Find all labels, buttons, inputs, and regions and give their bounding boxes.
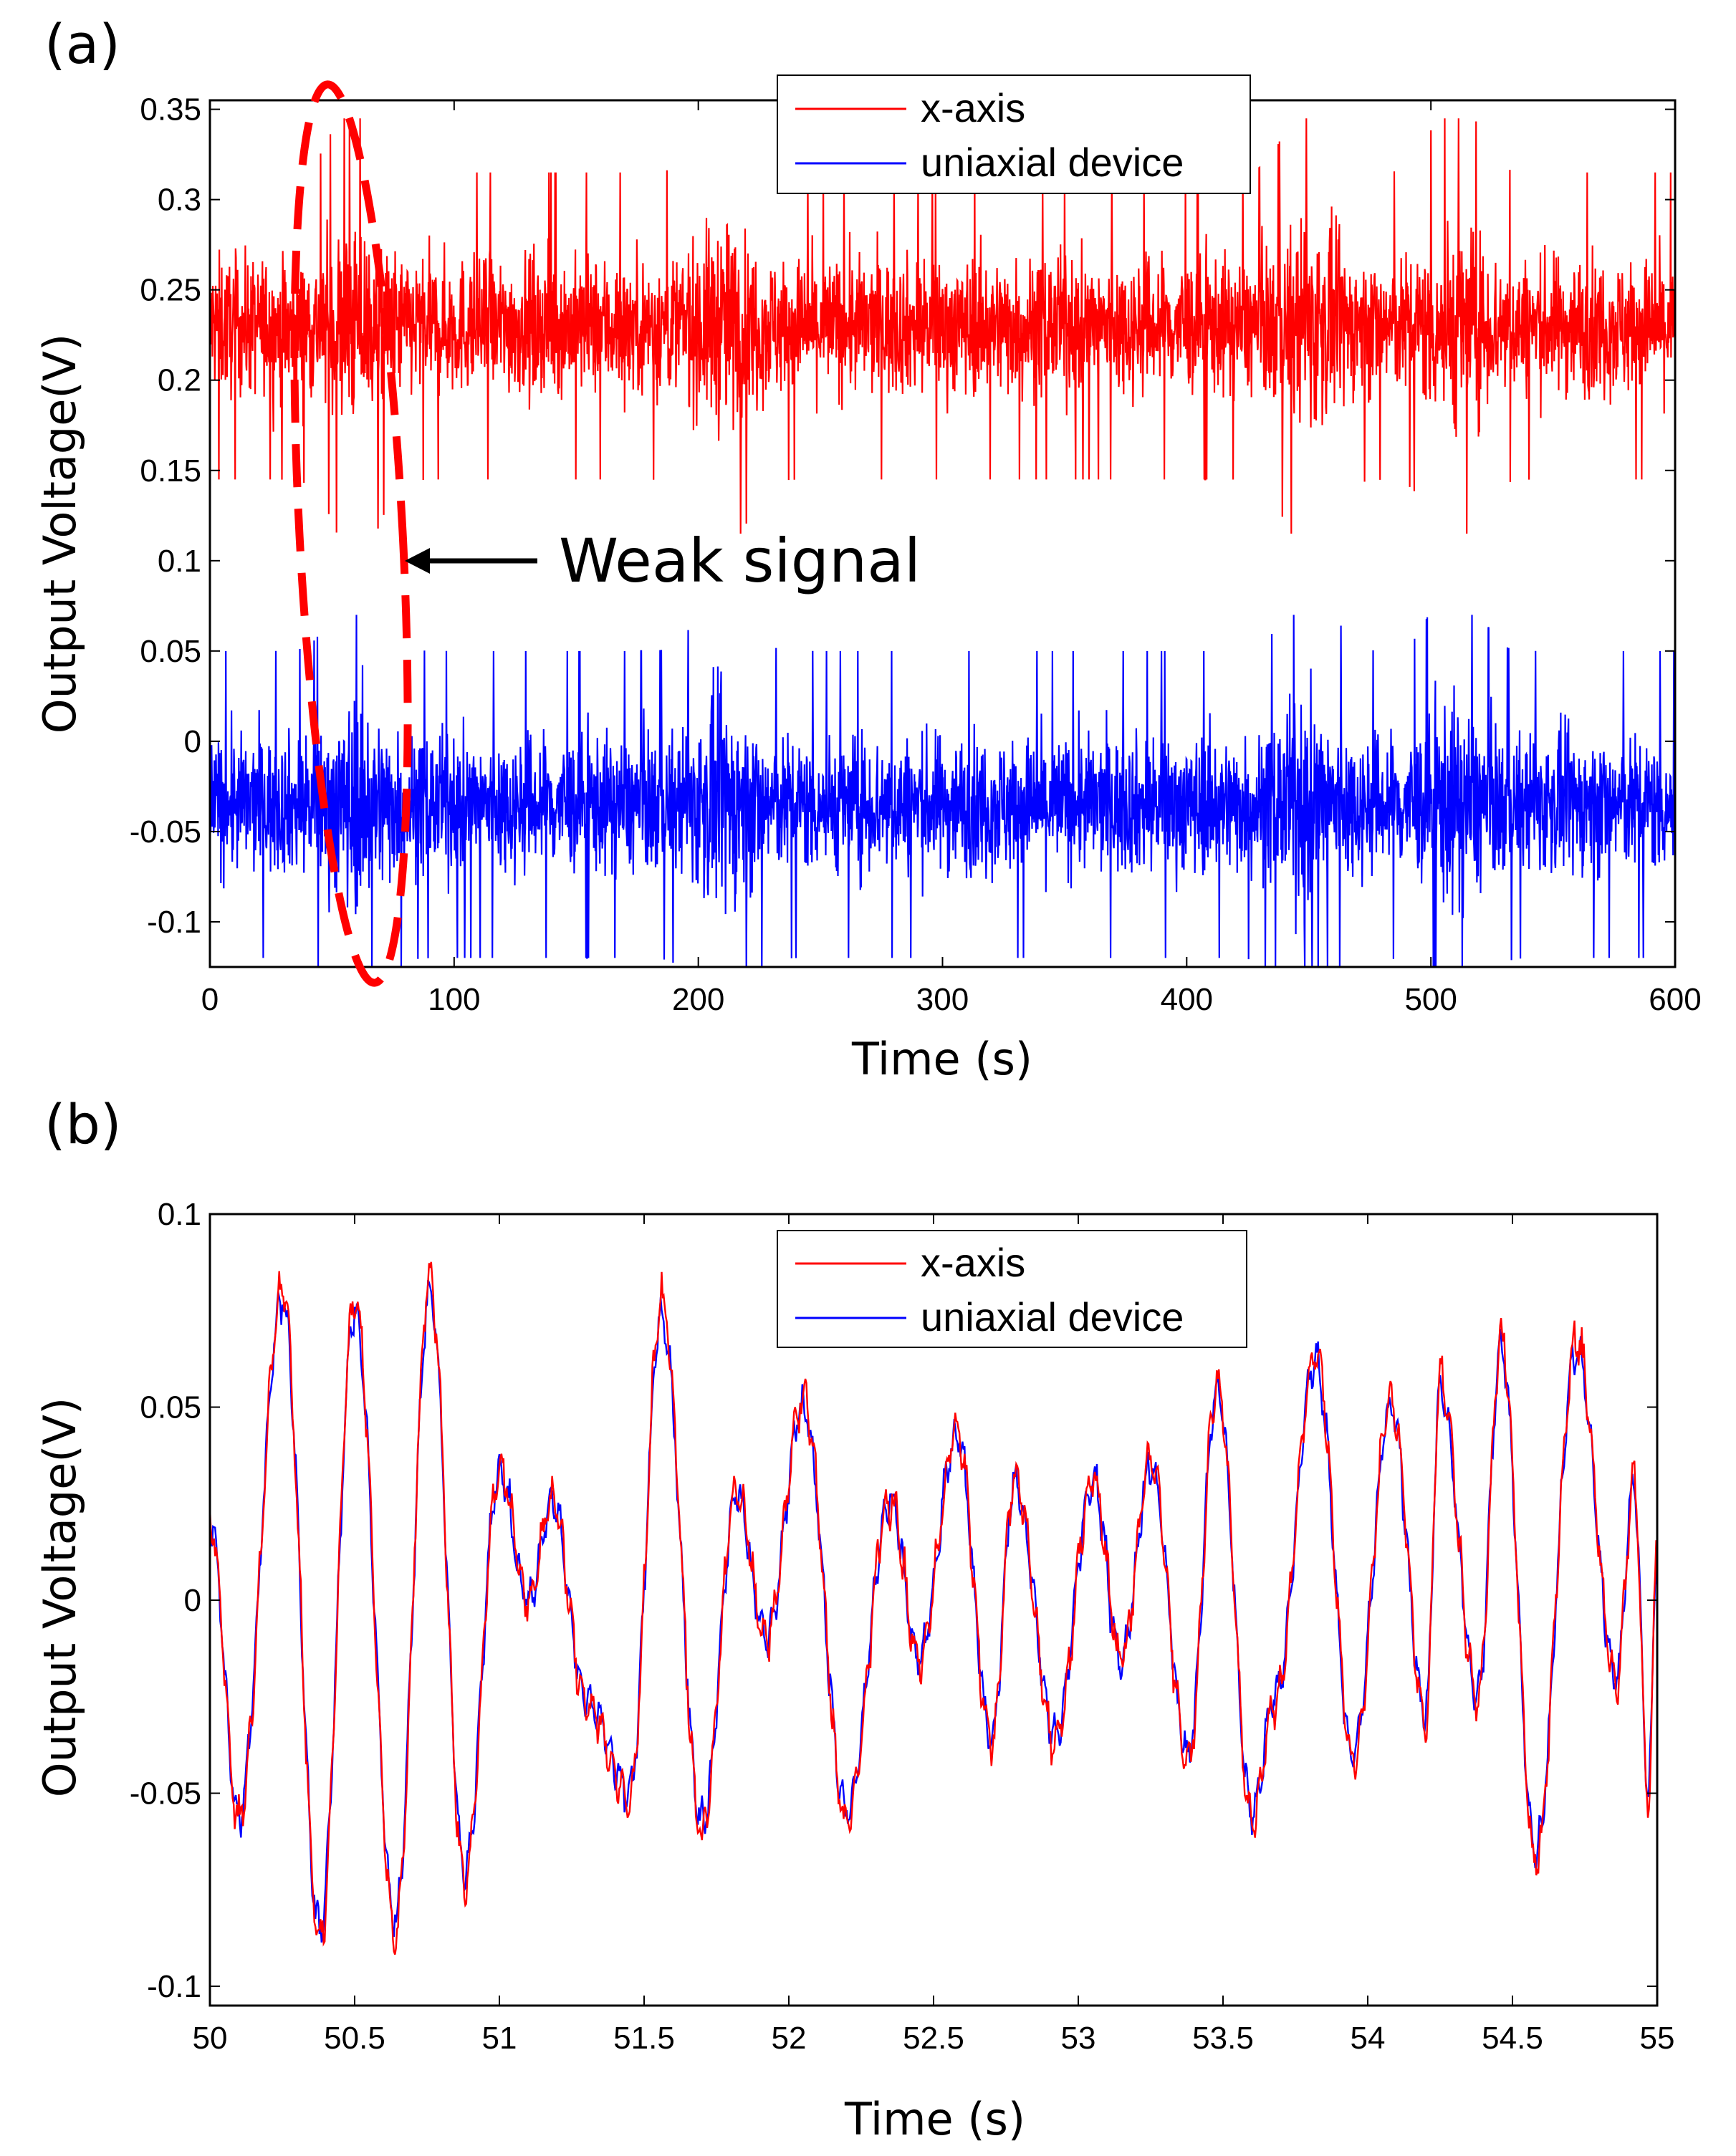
panel-b-x-tick-label: 50.5 xyxy=(324,2021,385,2056)
panel-a-x-tick-label: 400 xyxy=(1161,982,1213,1017)
panel-a-y-axis-label: Output Voltage(V) xyxy=(34,334,86,733)
panel-a-y-tick-label: 0 xyxy=(184,724,201,759)
panel-b: (b) -0.1 -0.05 0 0.05 0.1 50 50.5 51 51.5 52 52.5… xyxy=(34,1092,1674,2145)
panel-b-y-tick-label: -0.1 xyxy=(147,1969,201,2004)
panel-a-legend-box xyxy=(777,74,1251,194)
panel-a-y-tick-label: 0.05 xyxy=(140,634,201,669)
panel-a-x-axis-label: Time (s) xyxy=(851,1033,1032,1085)
panel-b-x-tick-label: 53.5 xyxy=(1192,2021,1254,2056)
panel-a-y-tick-label: 0.35 xyxy=(140,92,201,127)
panel-b-x-ticks: 50 50.5 51 51.5 52 52.5 53 53.5 54 54.5 55 xyxy=(193,1214,1675,2056)
panel-a-y-tick-label: 0.2 xyxy=(158,363,201,398)
panel-b-legend-label-uniaxial: uniaxial device xyxy=(921,1294,1184,1339)
panel-a-y-tick-label: -0.1 xyxy=(147,905,201,940)
weak-signal-label: Weak signal xyxy=(559,526,921,596)
panel-b-y-tick-label: -0.05 xyxy=(130,1776,201,1811)
panel-b-legend-label-x-axis: x-axis xyxy=(921,1240,1025,1285)
panel-b-x-tick-label: 50 xyxy=(193,2021,228,2056)
panel-b-x-tick-label: 51 xyxy=(482,2021,517,2056)
panel-a-x-tick-label: 0 xyxy=(201,982,219,1017)
panel-a-x-tick-label: 200 xyxy=(672,982,724,1017)
panel-a-y-tick-label: 0.3 xyxy=(158,183,201,218)
panel-a-series xyxy=(208,118,1677,968)
panel-a-x-tick-label: 300 xyxy=(916,982,969,1017)
panel-a-line-x-axis xyxy=(208,118,1677,534)
panel-a-x-tick-label: 100 xyxy=(428,982,480,1017)
panel-b-line-x-axis xyxy=(208,1261,1659,1955)
weak-signal-ellipse xyxy=(290,80,412,987)
panel-b-y-axis-label: Output Voltage(V) xyxy=(34,1397,86,1797)
panel-a-line-uniaxial-device xyxy=(208,615,1677,968)
panel-a: (a) -0.1-0.0500.050.10.150.20.250.30.35 … xyxy=(34,12,1702,1085)
panel-a-y-tick-label: 0.25 xyxy=(140,273,201,308)
panel-b-x-tick-label: 53 xyxy=(1061,2021,1096,2056)
panel-b-line-uniaxial-device xyxy=(209,1279,1659,1943)
panel-b-x-tick-label: 51.5 xyxy=(613,2021,675,2056)
panel-b-series xyxy=(208,1261,1659,1955)
panel-a-x-tick-label: 600 xyxy=(1649,982,1701,1017)
panel-b-legend-box xyxy=(777,1230,1247,1348)
panel-a-y-tick-label: 0.15 xyxy=(140,453,201,489)
panel-a-legend-label-x-axis: x-axis xyxy=(921,85,1025,130)
panel-b-y-tick-label: 0.05 xyxy=(140,1390,201,1425)
panel-a-x-tick-label: 500 xyxy=(1404,982,1457,1017)
panel-b-x-tick-label: 54 xyxy=(1351,2021,1386,2056)
panel-a-legend: x-axis uniaxial device xyxy=(777,74,1251,194)
panel-b-label: (b) xyxy=(44,1092,122,1156)
panel-b-x-tick-label: 54.5 xyxy=(1482,2021,1543,2056)
panel-b-y-tick-label: 0.1 xyxy=(158,1197,201,1232)
panel-b-y-ticks: -0.1 -0.05 0 0.05 0.1 xyxy=(130,1197,1657,2004)
panel-b-x-tick-label: 52 xyxy=(772,2021,807,2056)
panel-b-x-tick-label: 55 xyxy=(1640,2021,1675,2056)
panel-b-x-tick-label: 52.5 xyxy=(903,2021,964,2056)
panel-b-legend: x-axis uniaxial device xyxy=(777,1230,1247,1348)
panel-a-label: (a) xyxy=(44,12,120,76)
panel-a-y-tick-label: -0.05 xyxy=(130,814,201,850)
panel-a-y-tick-label: 0.1 xyxy=(158,544,201,579)
weak-signal-arrow-head xyxy=(405,548,430,574)
panel-b-y-tick-label: 0 xyxy=(184,1583,201,1618)
panel-b-x-axis-label: Time (s) xyxy=(844,2093,1025,2145)
panel-a-y-ticks: -0.1 -0.05 0 0.05 0.1 0.15 0.2 0.25 0.3 0.35 xyxy=(130,92,1675,940)
panel-a-legend-label-uniaxial: uniaxial device xyxy=(921,140,1184,185)
panel-a-x-ticks: 0 100 200 300 400 500 600 xyxy=(201,100,1702,1017)
